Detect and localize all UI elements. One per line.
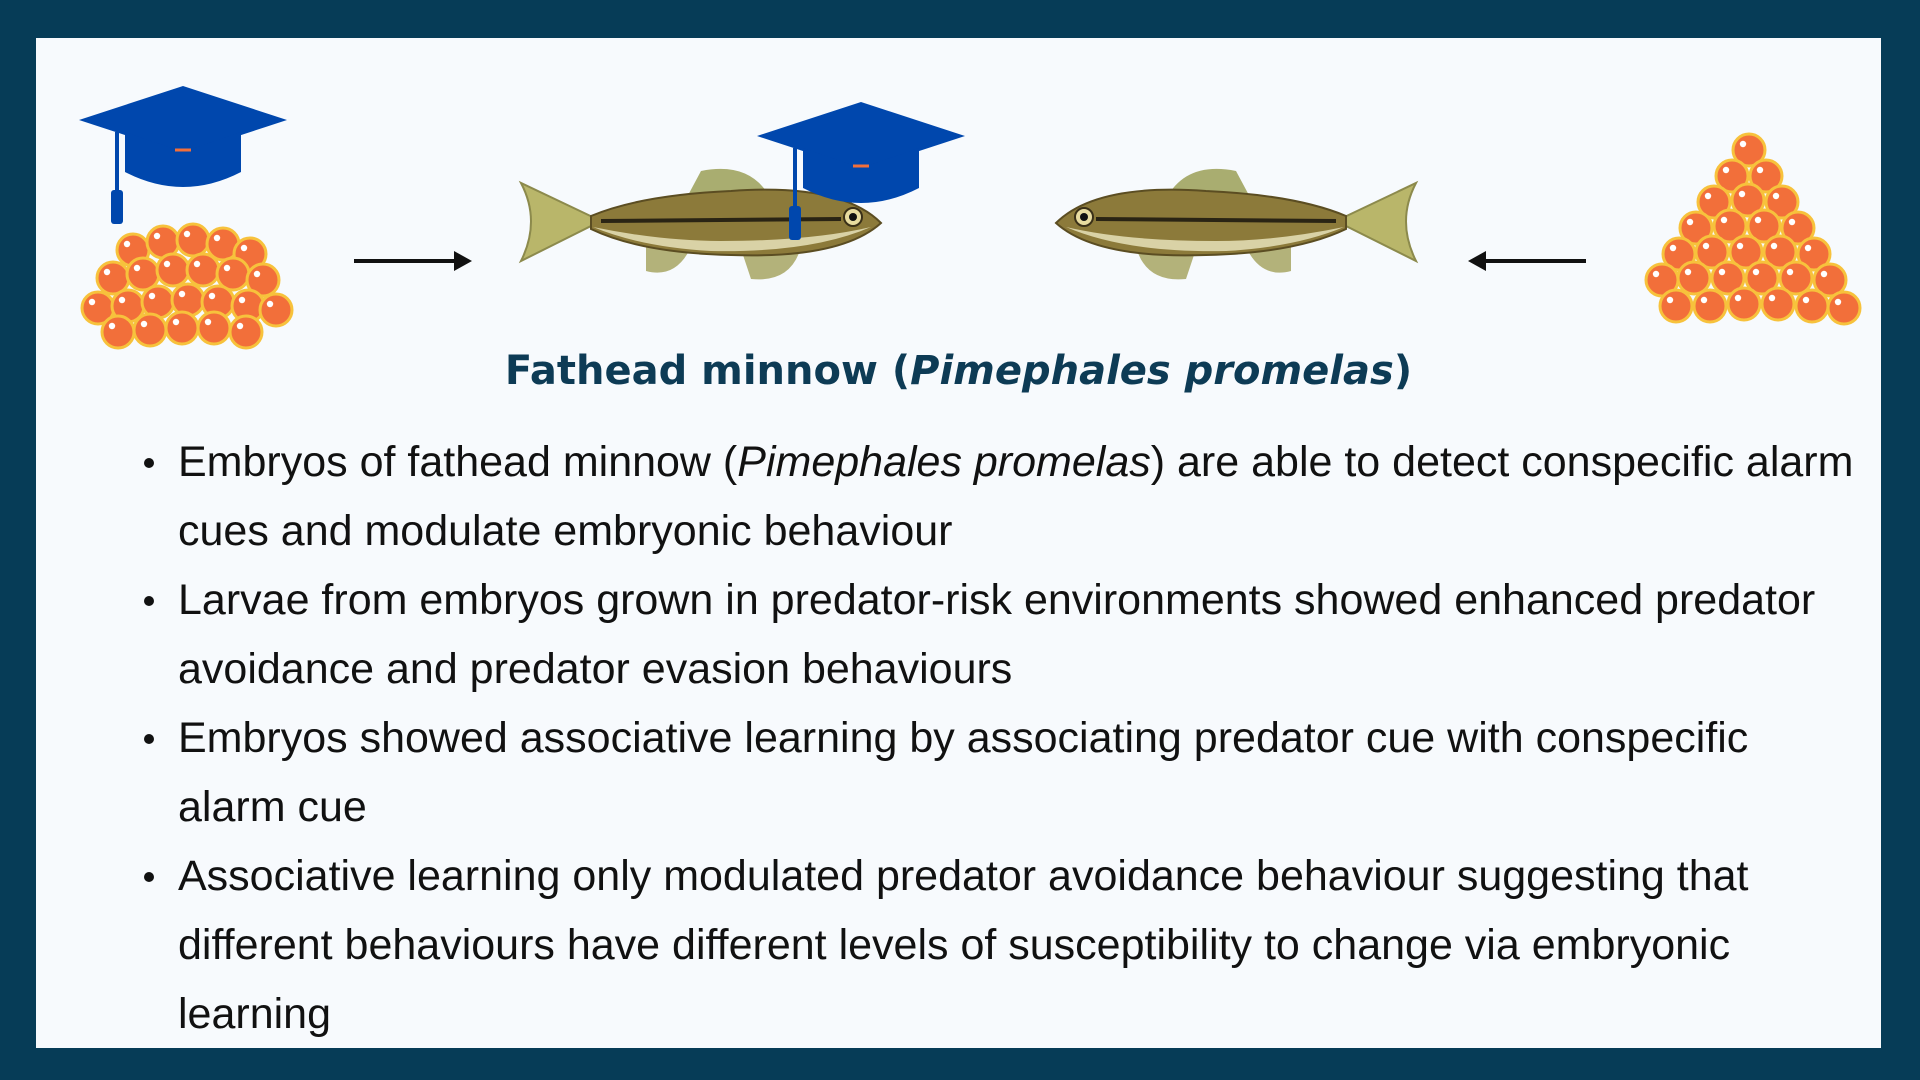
bullet-text: ) are able to detect conspecific alarm c… [178,438,1854,555]
arrow-left-icon [1468,251,1586,271]
graduation-cap-icon [755,100,967,242]
bullet-text: Embryos of fathead minnow ( [178,438,738,486]
graduation-cap-icon [77,84,289,226]
egg-cluster-icon [1644,132,1862,326]
title-species: Pimephales promelas [910,348,1394,394]
bullet-text: Associative learning only modulated pred… [178,852,1749,1038]
list-item: Embryos showed associative learning by a… [144,704,1858,842]
list-item: Larvae from embryos grown in predator-ri… [144,566,1858,704]
content-panel: Fathead minnow (Pimephales promelas) Emb… [36,38,1881,1048]
title-prefix: Fathead minnow ( [504,348,911,394]
bullet-species: Pimephales promelas [737,438,1151,486]
bullet-text: Embryos showed associative learning by a… [178,714,1749,831]
list-item: Embryos of fathead minnow (Pimephales pr… [144,428,1858,566]
list-item: Associative learning only modulated pred… [144,842,1858,1049]
bullet-text: Larvae from embryos grown in predator-ri… [178,576,1816,693]
page-title: Fathead minnow (Pimephales promelas) [36,348,1881,394]
title-suffix: ) [1393,348,1413,394]
fish-icon [1054,166,1418,282]
arrow-right-icon [354,251,472,271]
bullet-list: Embryos of fathead minnow (Pimephales pr… [144,428,1858,1049]
